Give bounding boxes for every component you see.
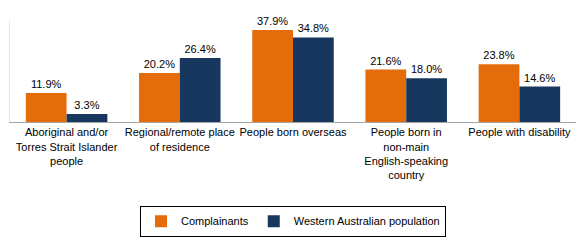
svg-text:11.9%: 11.9% (31, 78, 62, 90)
svg-text:23.8%: 23.8% (483, 49, 514, 61)
svg-text:Western Australian population: Western Australian population (294, 215, 440, 227)
svg-text:People with disability: People with disability (468, 126, 571, 138)
svg-text:20.2%: 20.2% (144, 58, 175, 70)
svg-text:18.0%: 18.0% (411, 63, 442, 75)
svg-text:37.9%: 37.9% (257, 15, 288, 27)
svg-text:Regional/remote placeof reside: Regional/remote placeof residence (125, 126, 235, 152)
svg-text:People born overseas: People born overseas (239, 126, 347, 138)
svg-text:Aboriginal and/orTorres Strait: Aboriginal and/orTorres Strait Islanderp… (16, 126, 118, 167)
svg-text:34.8%: 34.8% (298, 22, 329, 34)
svg-text:People born innon-mainEnglish-: People born innon-mainEnglish-speakingco… (364, 126, 448, 181)
svg-text:3.3%: 3.3% (74, 99, 99, 111)
svg-text:21.6%: 21.6% (370, 55, 401, 67)
svg-text:14.6%: 14.6% (524, 72, 555, 84)
svg-text:26.4%: 26.4% (184, 43, 215, 55)
svg-text:Complainants: Complainants (181, 215, 249, 227)
